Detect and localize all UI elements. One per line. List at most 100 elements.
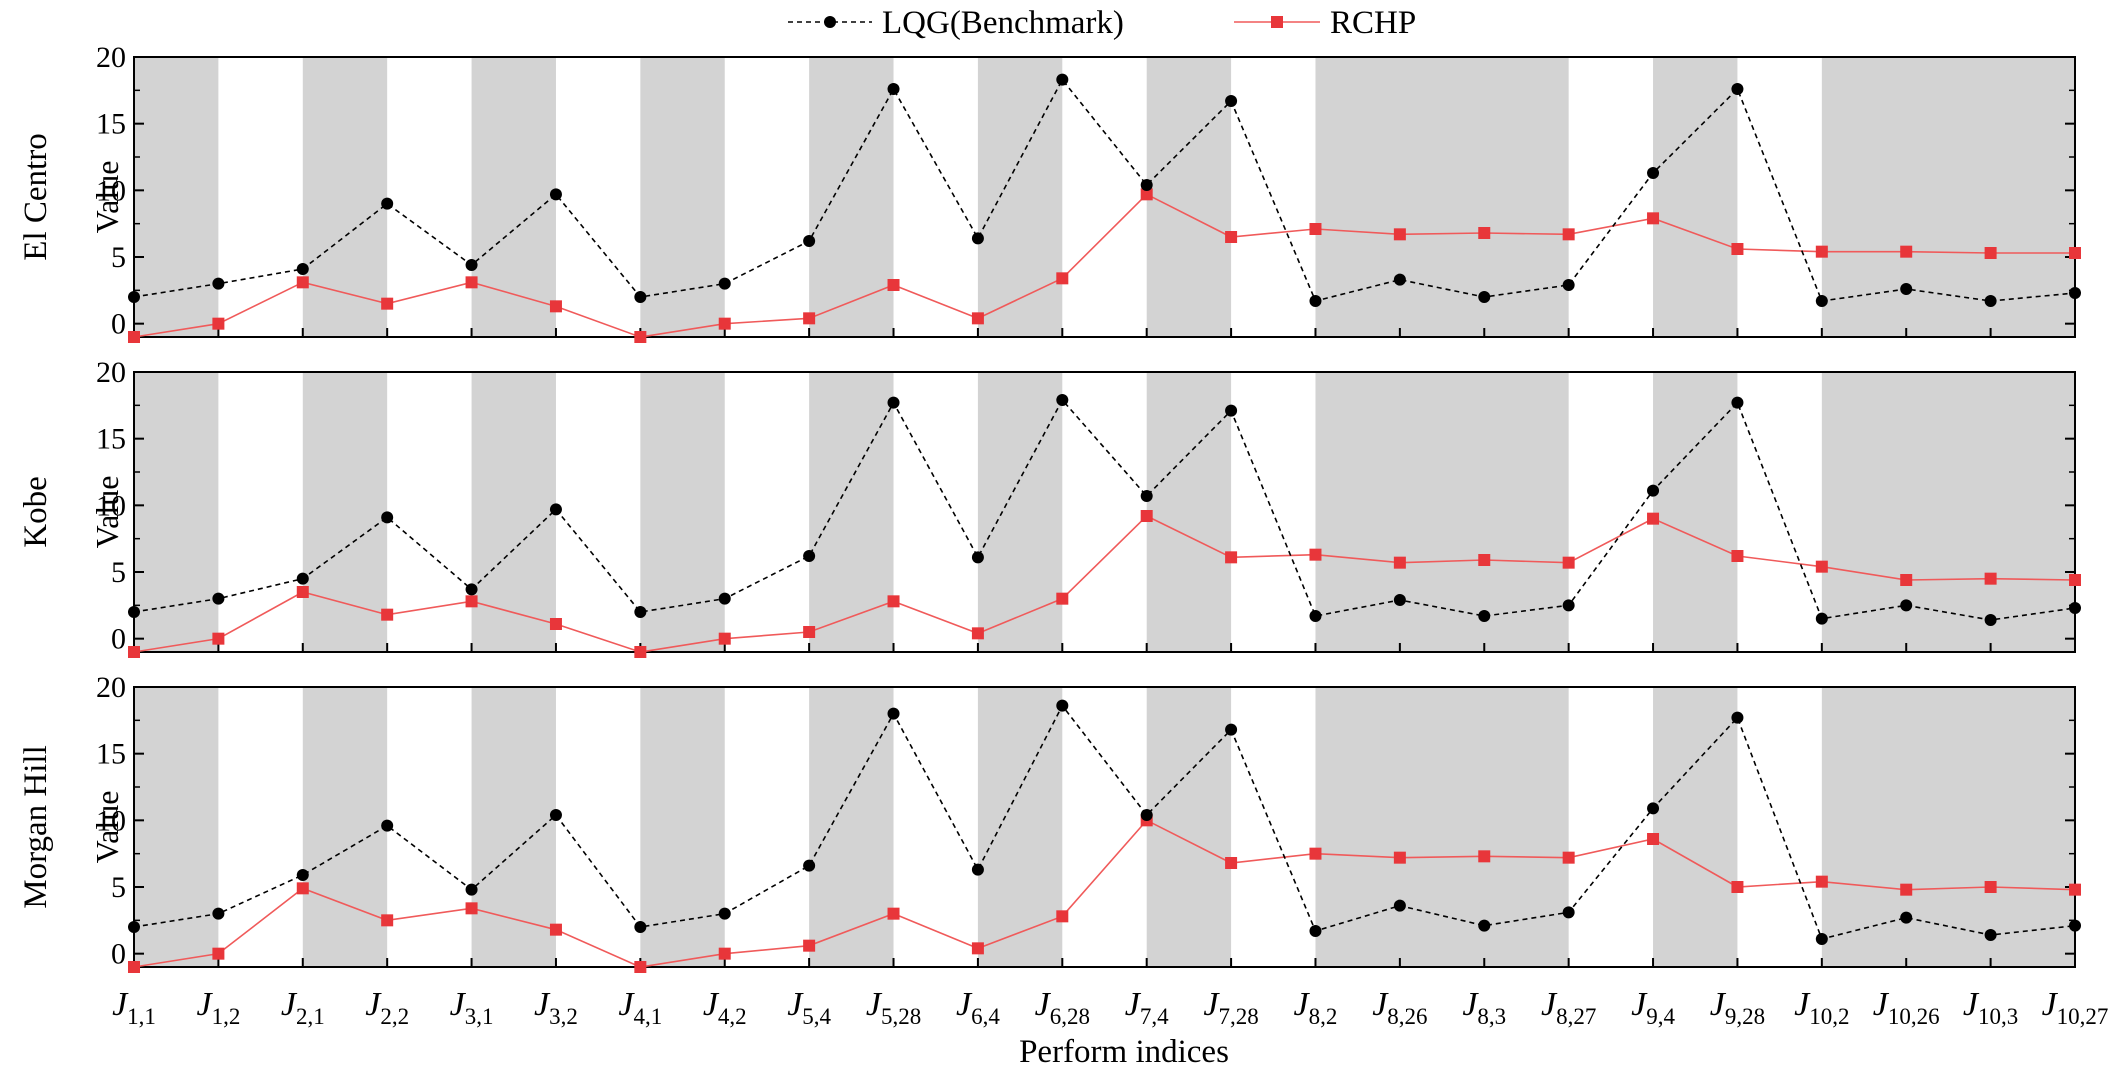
data-point-lqg [1984,929,1997,941]
data-point-rchp [1731,881,1744,893]
data-point-rchp [1647,833,1660,845]
data-point-rchp [1647,512,1660,525]
data-point-rchp [971,942,984,955]
x-tick-label: J8,3 [1462,986,1506,1029]
legend-rchp-marker [1271,16,1283,28]
shaded-band [1315,372,1569,652]
data-point-rchp [1984,247,1997,259]
data-point-rchp [1731,243,1744,255]
data-point-rchp [549,618,562,630]
data-point-lqg [465,583,478,596]
data-point-rchp [296,276,309,289]
data-point-rchp [381,297,394,310]
data-point-rchp [212,632,225,645]
x-tick-label: J2,1 [281,986,325,1029]
data-point-lqg [803,550,816,562]
data-point-rchp [1647,212,1660,225]
data-point-lqg [128,921,140,933]
x-tick-label: J9,4 [1631,986,1675,1029]
data-point-rchp [549,300,562,313]
data-point-lqg [887,396,900,409]
shaded-band [302,57,388,337]
shaded-band [1653,372,1738,652]
data-point-rchp [803,626,816,638]
data-point-lqg [1647,484,1660,497]
data-point-lqg [465,259,478,271]
data-point-rchp [887,907,900,920]
shaded-band [134,687,219,967]
shaded-band [640,57,725,337]
data-point-rchp [1056,592,1069,605]
data-point-lqg [1815,612,1828,625]
data-point-lqg [1309,610,1322,622]
data-point-rchp [1140,510,1153,522]
shaded-band [809,372,894,652]
shaded-band [302,687,388,967]
shaded-band [1315,57,1569,337]
data-point-lqg [634,606,647,618]
data-point-lqg [2069,287,2081,299]
data-point-lqg [1140,179,1153,191]
x-tick-label: J8,27 [1541,986,1596,1029]
data-point-lqg [1900,911,1913,924]
series-line-rchp [133,193,2075,338]
shaded-band [471,687,556,967]
data-point-lqg [2069,602,2081,614]
y-tick-label: 0 [111,938,126,971]
panel-morgan-hill: 0 5 10 15 20 Value Morgan Hill [18,671,2081,973]
data-point-rchp [1393,851,1406,864]
data-point-rchp [549,923,562,936]
data-point-lqg [128,606,140,618]
data-point-lqg [212,907,225,920]
data-point-lqg [296,869,309,881]
data-point-rchp [296,586,309,598]
shaded-band [1653,687,1738,967]
data-point-rchp [1815,245,1828,258]
y-tick-label: 10 [96,489,126,522]
data-point-rchp [1562,851,1575,864]
panel-label: El Centro [18,133,54,260]
shaded-band [1821,687,2075,967]
data-point-rchp [634,331,647,343]
data-point-rchp [1562,556,1575,569]
data-point-lqg [971,551,984,564]
data-point-lqg [212,277,225,290]
data-point-lqg [1140,809,1153,821]
data-point-rchp [1056,272,1069,285]
shaded-band [1146,372,1232,652]
y-axis-title: Value [89,476,125,549]
data-point-lqg [549,188,562,201]
y-tick-label: 20 [96,671,126,704]
data-point-rchp [1815,560,1828,573]
data-point-rchp [1984,572,1997,585]
data-point-lqg [718,592,731,605]
y-tick-label: 10 [96,174,126,207]
shaded-band [1146,57,1232,337]
data-point-lqg [1309,925,1322,937]
data-point-lqg [1393,899,1406,912]
data-point-rchp [1984,881,1997,893]
data-point-rchp [465,276,478,289]
data-point-lqg [1056,73,1069,86]
shaded-band [302,372,388,652]
data-point-lqg [296,263,309,275]
data-point-lqg [1140,490,1153,502]
data-point-lqg [1731,83,1744,95]
data-point-lqg [634,921,647,933]
data-point-lqg [549,503,562,516]
x-tick-label: J6,4 [956,986,1000,1029]
series-line-rchp [133,819,2076,968]
shaded-band [977,57,1063,337]
data-point-rchp [2069,883,2081,896]
shaded-band [809,687,894,967]
data-point-rchp [1478,227,1491,239]
shaded-band [1653,57,1738,337]
data-point-lqg [212,592,225,605]
shaded-band [134,372,219,652]
data-point-lqg [803,235,816,247]
data-point-lqg [1562,906,1575,919]
data-point-lqg [1478,610,1491,622]
x-tick-label: J3,2 [534,986,578,1029]
data-point-rchp [718,947,731,960]
y-tick-label: 15 [96,738,126,771]
